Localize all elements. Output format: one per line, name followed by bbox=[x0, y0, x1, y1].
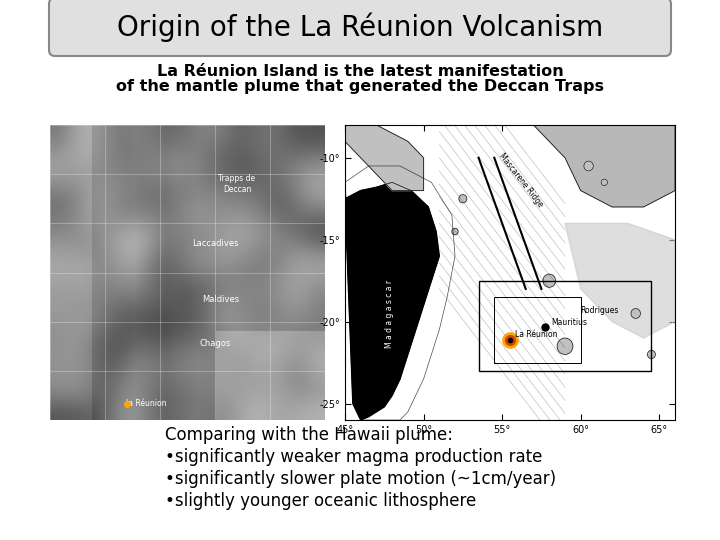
Text: La Réunion Island is the latest manifestation: La Réunion Island is the latest manifest… bbox=[157, 64, 563, 79]
Text: Mascarene Ridge: Mascarene Ridge bbox=[498, 152, 545, 209]
Circle shape bbox=[647, 350, 655, 359]
Text: Maldives: Maldives bbox=[202, 294, 239, 303]
Text: La Réunion: La Réunion bbox=[515, 330, 557, 339]
Text: Laccadives: Laccadives bbox=[192, 239, 238, 247]
Text: •significantly slower plate motion (~1cm/year): •significantly slower plate motion (~1cm… bbox=[165, 470, 556, 488]
Text: of the mantle plume that generated the Deccan Traps: of the mantle plume that generated the D… bbox=[116, 79, 604, 94]
Text: Chagos: Chagos bbox=[199, 339, 230, 348]
Circle shape bbox=[557, 338, 573, 354]
Polygon shape bbox=[345, 183, 439, 420]
Bar bbox=[495, 297, 581, 363]
Text: •significantly weaker magma production rate: •significantly weaker magma production r… bbox=[165, 448, 542, 466]
Text: Rodrigues: Rodrigues bbox=[581, 307, 619, 315]
Text: M a d a g a s c a r: M a d a g a s c a r bbox=[384, 279, 394, 348]
Circle shape bbox=[543, 274, 556, 287]
Polygon shape bbox=[345, 125, 423, 191]
Circle shape bbox=[452, 228, 458, 235]
Text: Trapps de
Deccan: Trapps de Deccan bbox=[218, 174, 256, 194]
Circle shape bbox=[584, 161, 593, 171]
Text: •slightly younger oceanic lithosphere: •slightly younger oceanic lithosphere bbox=[165, 492, 476, 510]
Text: Comparing with the Hawaii plume:: Comparing with the Hawaii plume: bbox=[165, 426, 453, 444]
Text: Origin of the La Réunion Volcanism: Origin of the La Réunion Volcanism bbox=[117, 12, 603, 42]
Polygon shape bbox=[534, 125, 675, 207]
Polygon shape bbox=[565, 224, 675, 338]
Text: la Réunion: la Réunion bbox=[126, 399, 166, 408]
FancyBboxPatch shape bbox=[49, 0, 671, 56]
Text: Mauritius: Mauritius bbox=[551, 318, 587, 327]
Circle shape bbox=[601, 179, 608, 186]
Bar bbox=[479, 281, 652, 371]
Circle shape bbox=[631, 308, 640, 319]
Circle shape bbox=[459, 194, 467, 203]
